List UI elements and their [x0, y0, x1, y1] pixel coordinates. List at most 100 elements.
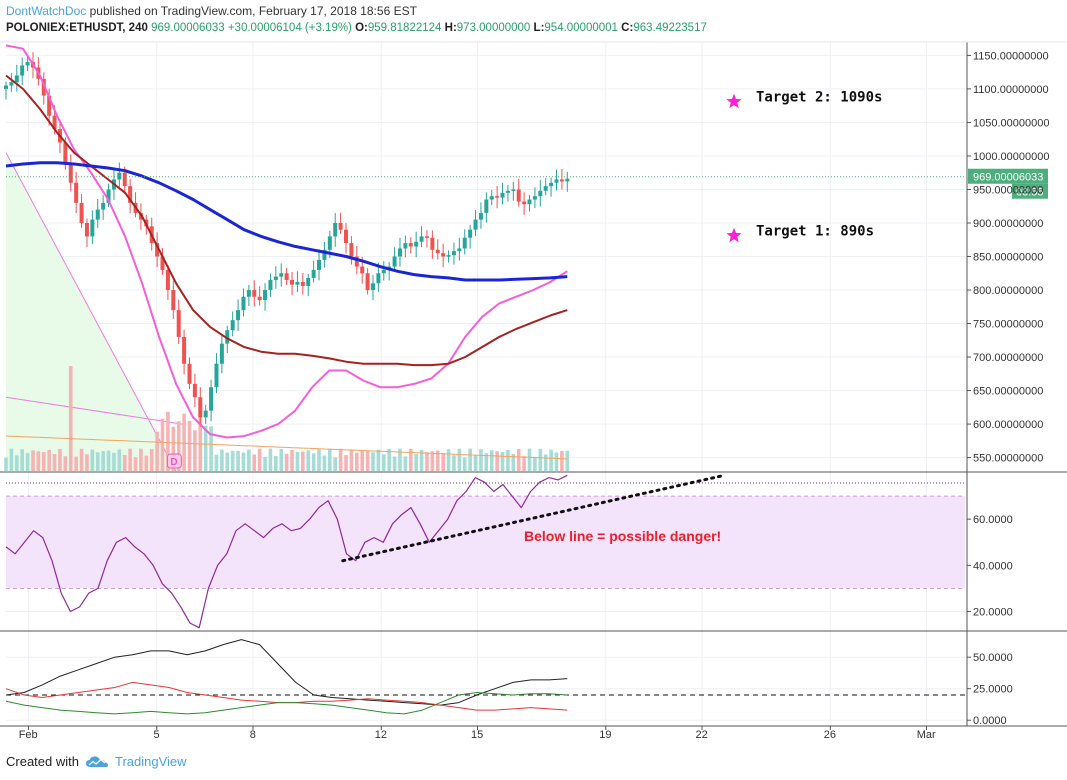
candle-body [160, 256, 165, 270]
price-tick-label: 1150.00000000 [973, 50, 1049, 62]
low-value: 954.00000001 [544, 22, 618, 34]
publish-info: DontWatchDoc published on TradingView.co… [6, 4, 417, 18]
volume-bar [193, 430, 197, 471]
price-tick-label: 1050.00000000 [973, 117, 1049, 129]
tradingview-cloud-icon [85, 755, 108, 767]
volume-bar [365, 451, 370, 471]
volume-bar [209, 426, 213, 471]
candle-body [176, 310, 181, 337]
volume-bar [9, 448, 14, 471]
volume-bar [14, 455, 19, 471]
dividend-marker-icon [166, 453, 182, 469]
candle-body [365, 273, 370, 291]
dmi-plus-line [5, 692, 568, 715]
volume-bar [257, 448, 262, 471]
rsi-tick-label: 60.0000 [973, 514, 1013, 526]
volume-bar [263, 456, 267, 471]
candle-body [203, 410, 208, 418]
volume-bar [533, 456, 537, 471]
published-text: published on TradingView.com, February 1… [89, 4, 417, 18]
candle-body [187, 363, 192, 384]
candle-body [338, 222, 343, 230]
volume-bar [230, 450, 235, 471]
volume-bar [144, 455, 149, 471]
volume-bar [500, 451, 505, 471]
volume-bar [133, 457, 138, 471]
volume-bar [527, 448, 532, 471]
volume-bar [63, 456, 68, 471]
volume-bar [398, 448, 402, 471]
time-tick-label: 22 [695, 729, 707, 741]
symbol-label: POLONIEX:ETHUSDT, 240 [6, 22, 148, 34]
volume-bar [360, 450, 365, 471]
candle-body [441, 253, 446, 257]
candle-body [279, 273, 284, 277]
candle-body [273, 276, 278, 280]
candle-body [414, 241, 419, 247]
volume-bar [489, 450, 494, 471]
candle-body [14, 75, 19, 83]
candle-body [565, 178, 570, 182]
chart-canvas[interactable]: 969.00006033 03:55 D 1150.00000000 1100.0000… [0, 0, 1067, 750]
author-name[interactable]: DontWatchDoc [6, 4, 87, 18]
volume-bar [182, 413, 186, 471]
volume-bar [317, 449, 321, 471]
volume-ma-line [5, 435, 568, 460]
candle-body [47, 95, 52, 116]
volume-bar [166, 411, 170, 471]
volume-bar [333, 457, 338, 471]
open-value: 959.81822124 [367, 22, 442, 34]
candle-body [84, 222, 89, 237]
candle-body [20, 65, 25, 76]
countdown-bg [1012, 183, 1048, 199]
candle-body [435, 249, 440, 254]
price-tick-label: 650.00000000 [973, 386, 1043, 398]
volume-bar [446, 449, 451, 471]
candle-body [68, 162, 73, 183]
candle-body [344, 229, 349, 244]
volume-bar [349, 449, 354, 471]
volume-bar [252, 454, 257, 471]
volume-bar [311, 453, 316, 471]
target-star-icon [726, 227, 742, 243]
candle-body [451, 251, 456, 256]
candle-body [403, 243, 408, 249]
candle-body [63, 142, 68, 163]
candle-body [505, 190, 510, 193]
volume-bar [214, 454, 219, 471]
volume-bar [371, 452, 375, 471]
candle-body [74, 182, 79, 203]
rsi-line [5, 474, 568, 629]
volume-bar [430, 451, 435, 471]
volume-bar [522, 456, 526, 471]
dmi-tick-label: 50.0000 [973, 652, 1013, 664]
volume-bar [139, 448, 143, 471]
volume-bar [122, 454, 127, 471]
volume-bar [381, 454, 386, 471]
dividend-marker-letter: D [170, 457, 177, 468]
candle-body [489, 196, 494, 200]
volume-bar [284, 453, 289, 471]
candle-body [538, 190, 543, 197]
candle-body [559, 179, 564, 182]
candle-body [284, 273, 289, 280]
footer: Created with TradingView [6, 754, 187, 769]
volume-bar [160, 418, 165, 471]
candle-body [209, 387, 214, 411]
drawing-line [5, 152, 177, 472]
candle-body [122, 172, 127, 187]
volume-bar [79, 448, 84, 471]
candle-body [381, 269, 386, 274]
tradingview-brand[interactable]: TradingView [114, 754, 187, 769]
volume-bar [220, 449, 224, 471]
candle-body [9, 82, 14, 86]
rsi-band [6, 496, 965, 589]
volume-bar [425, 452, 429, 471]
candle-body [322, 249, 327, 260]
volume-bar [560, 450, 564, 471]
time-tick-label: 15 [471, 729, 483, 741]
candle-body [252, 290, 257, 297]
target-star-icon [726, 93, 742, 109]
volume-bar [31, 450, 35, 471]
volume-bar [441, 453, 445, 471]
